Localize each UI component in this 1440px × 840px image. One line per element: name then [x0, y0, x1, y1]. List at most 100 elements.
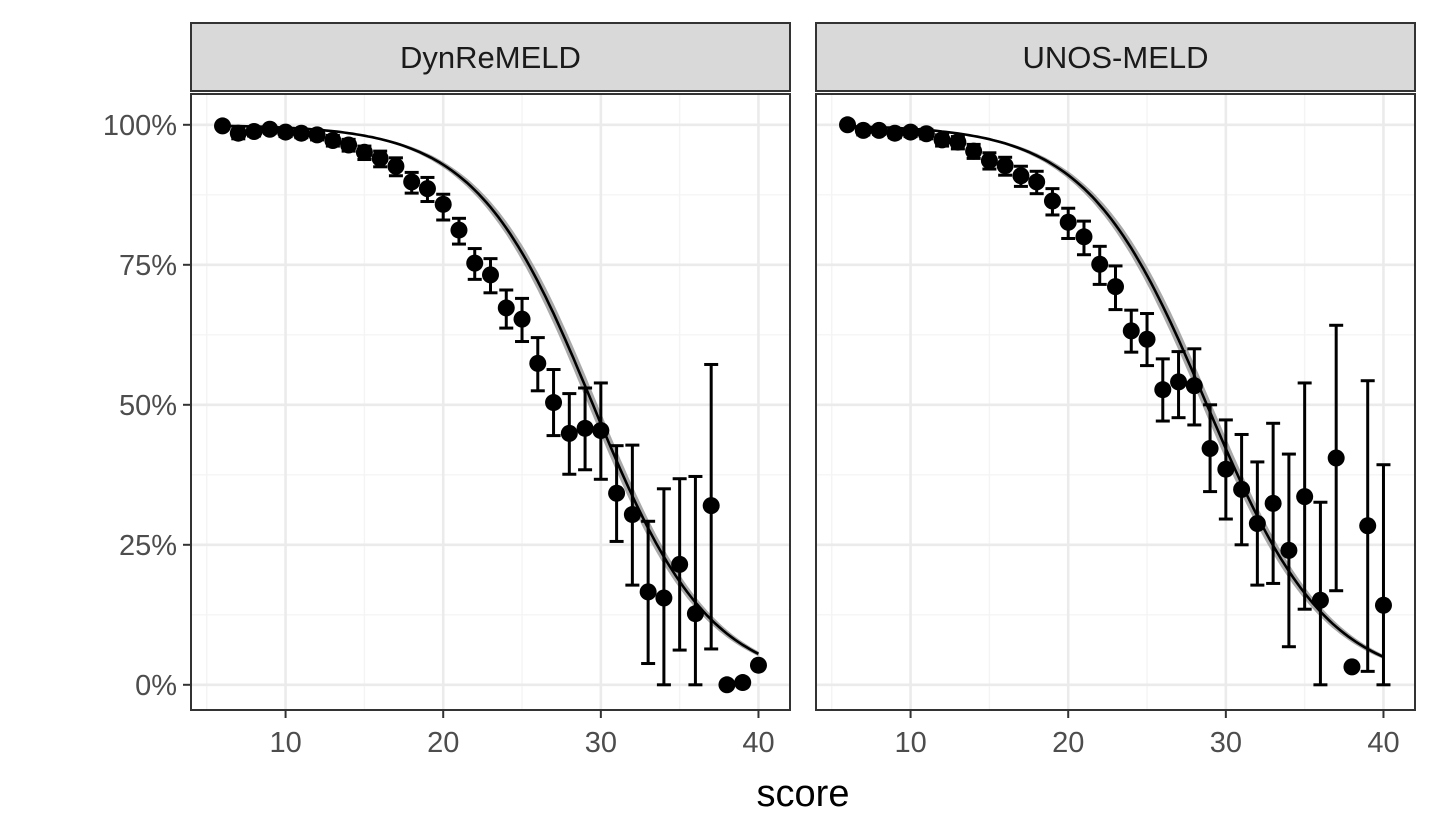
data-point — [1154, 381, 1172, 399]
data-point — [513, 310, 531, 328]
x-tick-label: 20 — [1052, 727, 1084, 759]
grid — [816, 94, 1415, 710]
data-point — [965, 142, 983, 160]
x-tick-label: 10 — [269, 727, 301, 759]
panels-layer: DynReMELD 10 20 30 40 UNOS-MELD 10 20 30 40 — [190, 22, 1416, 759]
x-axis: 10 20 30 40 — [269, 710, 775, 759]
data-point — [686, 605, 704, 623]
y-tick-label: 25% — [119, 530, 177, 562]
data-point — [1264, 494, 1282, 512]
data-point — [886, 124, 904, 142]
data-point — [466, 254, 484, 272]
data-point — [1280, 541, 1298, 559]
data-point — [902, 123, 920, 141]
data-point — [576, 419, 594, 437]
y-tick-label: 75% — [119, 250, 177, 282]
error-bar — [688, 474, 703, 687]
y-tick-label: 50% — [119, 390, 177, 422]
data-point — [933, 131, 951, 149]
panel-0: DynReMELD 10 20 30 40 — [190, 22, 791, 759]
data-point — [749, 656, 767, 674]
data-point — [1327, 449, 1345, 467]
data-point — [1233, 480, 1251, 498]
data-point — [870, 121, 888, 139]
data-point — [1248, 515, 1266, 533]
data-point — [214, 117, 232, 135]
data-point — [450, 221, 468, 239]
data-point — [734, 674, 752, 692]
x-tick-label: 40 — [1367, 727, 1399, 759]
data-point — [592, 422, 610, 440]
data-point — [1170, 373, 1188, 391]
data-point — [1359, 517, 1377, 535]
y-tick-label: 100% — [103, 110, 177, 142]
data-point — [623, 506, 641, 524]
data-point — [1343, 658, 1361, 676]
data-point — [702, 497, 720, 515]
data-point — [1075, 228, 1093, 246]
data-point — [387, 157, 405, 175]
data-point — [355, 143, 373, 161]
panel-1: UNOS-MELD 10 20 30 40 — [815, 22, 1416, 759]
data-point — [671, 555, 689, 573]
data-point — [718, 676, 736, 694]
data-point — [324, 131, 342, 149]
data-point — [917, 125, 935, 143]
data-point — [1311, 591, 1329, 609]
panel-border — [815, 93, 1416, 711]
error-bar — [1376, 463, 1391, 687]
panel-title: DynReMELD — [400, 40, 581, 75]
x-tick-label: 30 — [1210, 727, 1242, 759]
points — [214, 117, 767, 694]
data-point — [229, 124, 247, 142]
data-point — [308, 126, 326, 144]
data-point — [655, 589, 673, 607]
data-point — [608, 484, 626, 502]
data-point — [980, 152, 998, 170]
data-point — [245, 123, 263, 141]
x-tick-label: 20 — [427, 727, 459, 759]
panel-strip — [190, 22, 791, 92]
data-point — [1374, 596, 1392, 614]
data-point — [1201, 439, 1219, 457]
x-axis-title: score — [757, 773, 850, 815]
panel-title: UNOS-MELD — [1022, 40, 1208, 75]
data-point — [261, 120, 279, 138]
data-point — [1185, 377, 1203, 395]
data-point — [1012, 167, 1030, 185]
y-axis: 0% 25% 50% 75% 100% — [103, 110, 191, 702]
data-point — [1122, 322, 1140, 340]
data-point — [482, 266, 499, 284]
panel-border — [190, 93, 791, 711]
data-point — [1091, 255, 1109, 273]
data-point — [403, 173, 421, 191]
data-point — [1217, 460, 1235, 478]
data-point — [839, 116, 857, 134]
data-point — [1028, 173, 1046, 191]
data-point — [1138, 330, 1156, 348]
data-point — [1043, 192, 1061, 210]
x-tick-label: 40 — [742, 727, 774, 759]
data-point — [292, 124, 310, 142]
x-axis: 10 20 30 40 — [894, 710, 1400, 759]
data-point — [560, 424, 578, 442]
data-point — [529, 354, 547, 372]
x-tick-label: 10 — [894, 727, 926, 759]
data-point — [340, 136, 358, 154]
points — [839, 116, 1392, 676]
error-bar — [656, 487, 671, 687]
fitted-curve — [847, 124, 1385, 659]
y-tick-label: 0% — [135, 670, 177, 702]
x-tick-label: 30 — [585, 727, 617, 759]
data-point — [418, 180, 436, 198]
data-point — [1059, 213, 1077, 231]
data-point — [434, 195, 452, 213]
data-point — [949, 133, 967, 151]
data-point — [854, 121, 872, 139]
data-point — [277, 123, 295, 141]
data-point — [996, 157, 1014, 175]
data-point — [545, 394, 563, 412]
data-point — [497, 299, 515, 317]
panel-strip — [815, 22, 1416, 92]
